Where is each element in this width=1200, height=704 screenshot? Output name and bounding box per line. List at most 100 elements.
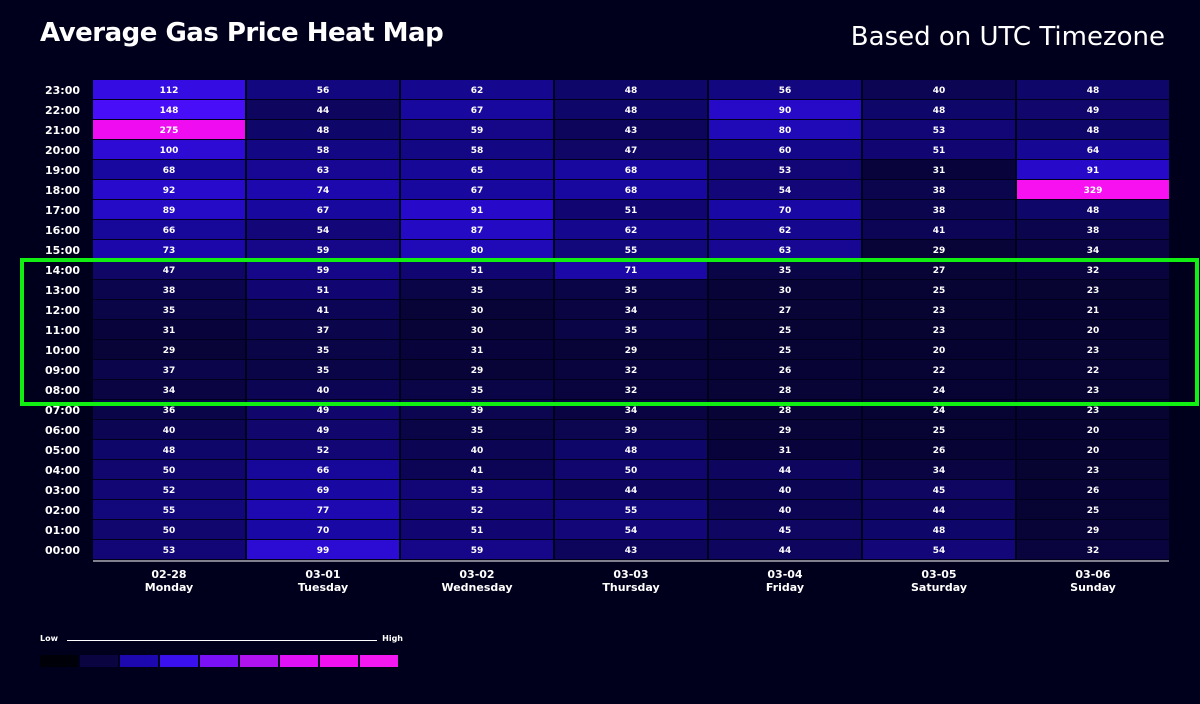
- cell-value-label: 34: [1087, 246, 1100, 256]
- heatmap-cell: [401, 120, 553, 139]
- cell-value-label: 70: [317, 526, 330, 536]
- cell-value-label: 36: [163, 406, 176, 416]
- x-tick-date-label: 03-04: [767, 568, 803, 581]
- legend-swatch: [120, 655, 158, 667]
- heatmap-cell: [1017, 300, 1169, 319]
- heatmap-cell: [401, 200, 553, 219]
- cell-value-label: 48: [1087, 86, 1100, 96]
- cell-value-label: 100: [160, 146, 179, 156]
- heatmap-cell: [401, 160, 553, 179]
- y-tick-label: 19:00: [45, 164, 80, 177]
- heatmap-cell: [863, 80, 1015, 99]
- cell-value-label: 38: [933, 186, 946, 196]
- heatmap-cell: [401, 260, 553, 279]
- heatmap-cell: [555, 460, 707, 479]
- heatmap-cell: [555, 540, 707, 559]
- x-tick-date-label: 03-03: [613, 568, 648, 581]
- cell-value-label: 40: [317, 386, 330, 396]
- chart-title: Average Gas Price Heat Map: [40, 18, 444, 48]
- heatmap-cell: [863, 380, 1015, 399]
- y-tick-label: 23:00: [45, 84, 80, 97]
- heatmap-cell: [247, 340, 399, 359]
- cell-value-label: 68: [625, 186, 638, 196]
- cell-value-label: 49: [317, 426, 330, 436]
- y-tick-label: 20:00: [45, 144, 80, 157]
- heatmap-cell: [247, 240, 399, 259]
- heatmap-cell: [93, 520, 245, 539]
- heatmap-cell: [1017, 420, 1169, 439]
- heatmap-cell: [863, 300, 1015, 319]
- heatmap-cell: [709, 360, 861, 379]
- heatmap-cell: [709, 320, 861, 339]
- cell-value-label: 44: [933, 506, 946, 516]
- heatmap-cell: [401, 360, 553, 379]
- cell-value-label: 48: [1087, 126, 1100, 136]
- heatmap-cell: [93, 320, 245, 339]
- cell-value-label: 65: [471, 166, 484, 176]
- cell-value-label: 26: [933, 446, 946, 456]
- heatmap-cell: [401, 180, 553, 199]
- cell-value-label: 48: [625, 446, 638, 456]
- cell-value-label: 37: [317, 326, 330, 336]
- heatmap-cell: [93, 480, 245, 499]
- heatmap-cell: [93, 440, 245, 459]
- y-tick-label: 14:00: [45, 264, 80, 277]
- legend-high-label: High: [382, 634, 403, 643]
- heatmap-cell: [863, 200, 1015, 219]
- cell-value-label: 53: [471, 486, 484, 496]
- cell-value-label: 48: [317, 126, 330, 136]
- heatmap-cell: [863, 360, 1015, 379]
- cell-value-label: 67: [471, 106, 484, 116]
- cell-value-label: 50: [163, 526, 176, 536]
- cell-value-label: 44: [779, 546, 792, 556]
- cell-value-label: 40: [779, 486, 792, 496]
- heatmap-cell: [555, 520, 707, 539]
- heatmap-cell: [1017, 240, 1169, 259]
- heatmap-cell: [555, 500, 707, 519]
- heatmap-cell: [93, 500, 245, 519]
- heatmap-cell: [1017, 140, 1169, 159]
- cell-value-label: 64: [1087, 146, 1100, 156]
- cell-value-label: 49: [1087, 106, 1100, 116]
- heatmap-cell: [863, 260, 1015, 279]
- heatmap-cell: [247, 520, 399, 539]
- cell-value-label: 30: [471, 306, 484, 316]
- cell-value-label: 54: [779, 186, 792, 196]
- heatmap-cell: [863, 280, 1015, 299]
- legend-swatch: [240, 655, 278, 667]
- heatmap-cell: [247, 540, 399, 559]
- cell-value-label: 24: [933, 386, 946, 396]
- cell-value-label: 52: [317, 446, 330, 456]
- cell-value-label: 25: [1087, 506, 1100, 516]
- cell-value-label: 38: [933, 206, 946, 216]
- heatmap-cell: [709, 440, 861, 459]
- heatmap-cell: [863, 140, 1015, 159]
- cell-value-label: 59: [317, 266, 330, 276]
- cell-value-label: 112: [160, 86, 179, 96]
- heatmap-cell: [247, 140, 399, 159]
- cell-value-label: 92: [163, 186, 176, 196]
- cell-value-label: 50: [163, 466, 176, 476]
- heatmap-cell: [1017, 80, 1169, 99]
- cell-value-label: 52: [163, 486, 176, 496]
- heatmap-cell: [401, 320, 553, 339]
- heatmap-cell: [863, 440, 1015, 459]
- cell-value-label: 48: [933, 106, 946, 116]
- heatmap-cell: [863, 540, 1015, 559]
- x-tick-date-label: 03-06: [1075, 568, 1111, 581]
- heatmap-cell: [93, 80, 245, 99]
- heatmap-cell: [863, 240, 1015, 259]
- cell-value-label: 35: [317, 366, 330, 376]
- heatmap-cell: [247, 100, 399, 119]
- x-tick-date-label: 03-05: [921, 568, 956, 581]
- cell-value-label: 50: [625, 466, 638, 476]
- heatmap-cell: [1017, 540, 1169, 559]
- cell-value-label: 91: [471, 206, 484, 216]
- cell-value-label: 29: [1087, 526, 1100, 536]
- legend-swatch: [200, 655, 238, 667]
- heatmap-cell: [247, 160, 399, 179]
- cell-value-label: 73: [163, 246, 176, 256]
- heatmap-cell: [863, 500, 1015, 519]
- legend-swatch: [40, 655, 78, 667]
- cell-value-label: 32: [1087, 266, 1100, 276]
